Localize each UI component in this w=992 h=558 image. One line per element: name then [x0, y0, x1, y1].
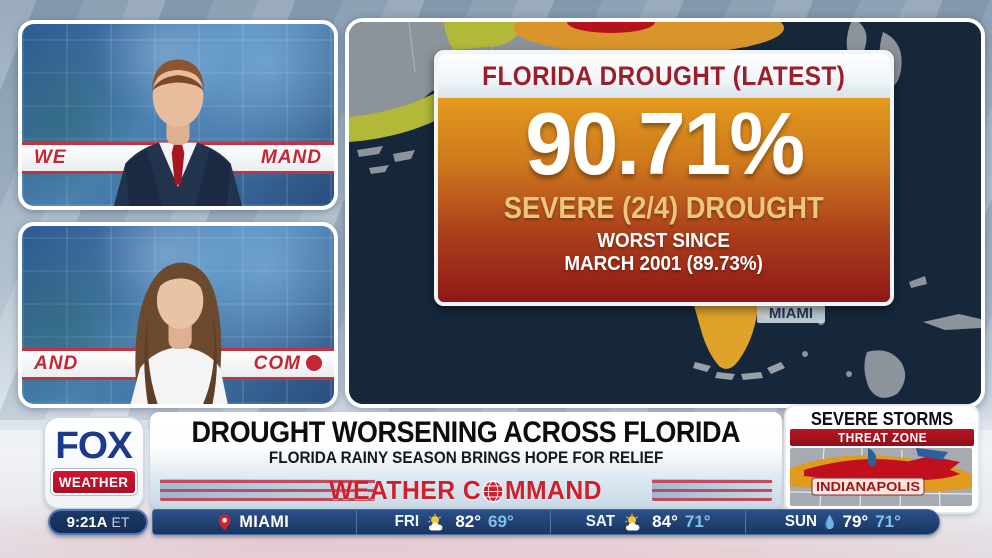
- banner-fragment-right: COM: [254, 353, 322, 375]
- banner-fragment-right: MAND: [261, 147, 322, 168]
- drought-moderate-area: [444, 22, 524, 50]
- chyron-subheadline: FLORIDA RAINY SEASON BRINGS HOPE FOR REL…: [268, 447, 664, 467]
- male-anchor-figure: [113, 59, 243, 206]
- fox-logo-text: FOX: [55, 425, 134, 467]
- banner-fragment-left: AND: [34, 353, 79, 374]
- drought-stat-card: FLORIDA DROUGHT (LATEST) 90.71% SEVERE (…: [434, 50, 894, 306]
- weather-command-wordmark: WEATHER C MMAND: [329, 474, 603, 505]
- drought-extreme-area: [567, 22, 655, 33]
- svg-text:INDIANAPOLIS: INDIANAPOLIS: [816, 479, 920, 494]
- ticker-forecast-sat: SAT 84° 71°: [550, 510, 744, 534]
- ticker-bar: MIAMI FRI 82° 69° SAT 84° 71° SUN 79° 71…: [152, 509, 940, 535]
- svg-text:MIAMI: MIAMI: [769, 305, 813, 322]
- chyron-banner: DROUGHT WORSENING ACROSS FLORIDA FLORIDA…: [150, 412, 782, 509]
- video-panel-anchor-female: AND COM: [18, 222, 338, 408]
- chyron-headline: DROUGHT WORSENING ACROSS FLORIDA: [191, 415, 741, 449]
- strip-decoration-right: [652, 479, 772, 501]
- fox-weather-logo: FOX WEATHER: [45, 418, 143, 508]
- drought-card-header: FLORIDA DROUGHT (LATEST): [438, 54, 890, 98]
- indianapolis-label: INDIANAPOLIS: [811, 477, 925, 496]
- ticker-forecast-sun: SUN 79° 71°: [744, 510, 939, 534]
- weather-command-strip: WEATHER C MMAND: [150, 471, 782, 509]
- video-panel-anchor-male: WE MAND: [18, 20, 338, 210]
- drought-record-note: WORST SINCE MARCH 2001 (89.73%): [564, 230, 764, 275]
- drought-severe-area: [514, 22, 784, 55]
- ticker-forecast-fri: FRI 82° 69°: [356, 510, 550, 534]
- ticker-location: MIAMI: [239, 512, 290, 531]
- ticker-time: 9:21A: [66, 513, 108, 531]
- ticker-location-section: MIAMI: [153, 510, 356, 534]
- drought-percent-value: 90.71%: [525, 94, 805, 193]
- threat-zone-map: INDIANAPOLIS: [790, 448, 972, 506]
- bahamas-island: [864, 350, 906, 398]
- strip-decoration-left: [160, 479, 375, 501]
- ticker-time-pill: 9:21A ET: [48, 509, 148, 535]
- ticker-timezone: ET: [111, 514, 130, 530]
- command-globe-icon: [482, 479, 505, 503]
- lake: [868, 448, 877, 467]
- fox-weather-red-bar: WEATHER: [51, 469, 137, 495]
- partly-cloudy-icon: [625, 513, 640, 530]
- miami-map-label: MIAMI: [757, 302, 825, 323]
- drought-map-panel: MIAMI FLORIDA DROUGHT (LATEST) 90.71% SE…: [345, 18, 985, 408]
- location-pin-icon: [218, 514, 231, 530]
- partly-cloudy-icon: [428, 513, 443, 530]
- banner-fragment-left: WE: [34, 147, 67, 168]
- chyron-headlines: DROUGHT WORSENING ACROSS FLORIDA FLORIDA…: [150, 412, 782, 471]
- drought-severity-label: SEVERE (2/4) DROUGHT: [504, 190, 824, 225]
- threat-zone-bar: THREAT ZONE: [790, 429, 974, 446]
- island-chain: [923, 314, 981, 330]
- severe-storms-box: SEVERE STORMS THREAT ZONE INDIANAPOLIS: [786, 406, 978, 512]
- lake: [916, 448, 948, 460]
- rain-drop-icon: [825, 514, 835, 530]
- command-globe-badge: [306, 355, 322, 371]
- drought-card-body: 90.71% SEVERE (2/4) DROUGHT WORST SINCE …: [438, 94, 890, 302]
- female-anchor-figure: [130, 262, 228, 404]
- drought-card-title: FLORIDA DROUGHT (LATEST): [482, 60, 846, 91]
- severe-storms-title: SEVERE STORMS: [810, 409, 954, 429]
- florida-keys: [693, 362, 785, 380]
